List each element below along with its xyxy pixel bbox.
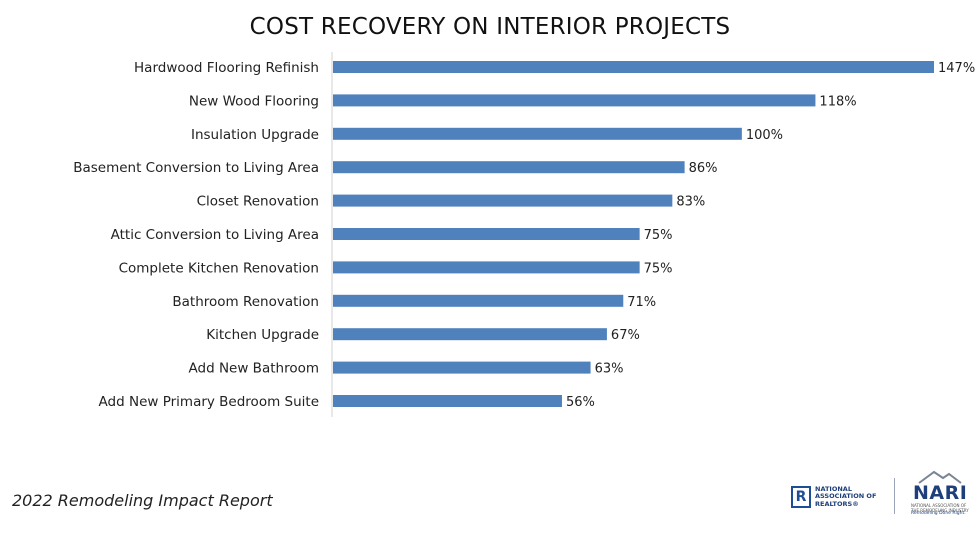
- category-label: Add New Primary Bedroom Suite: [99, 394, 319, 410]
- report-name: 2022 Remodeling Impact Report: [12, 491, 273, 510]
- value-label: 147%: [938, 61, 975, 76]
- category-label: Basement Conversion to Living Area: [73, 160, 319, 176]
- value-label: 63%: [595, 362, 624, 377]
- bars: Hardwood Flooring Refinish 147% New Wood F…: [73, 60, 975, 410]
- nari-logo-subtext: NATIONAL ASSOCIATION OF THE REMODELING I…: [911, 503, 969, 513]
- nar-logo-text: NATIONAL ASSOCIATION OF REALTORS®: [815, 484, 877, 508]
- bar: [333, 261, 640, 274]
- category-label: Add New Bathroom: [189, 361, 319, 377]
- nar-logo: R NATIONAL ASSOCIATION OF REALTORS®: [791, 484, 889, 510]
- bar: [333, 127, 742, 140]
- value-label: 75%: [644, 228, 673, 243]
- value-label: 67%: [611, 328, 640, 343]
- bar: [333, 294, 624, 307]
- value-label: 86%: [689, 161, 718, 176]
- bar: [333, 161, 685, 174]
- bar: [333, 328, 607, 341]
- nari-logo: NARI NATIONAL ASSOCIATION OF THE REMODEL…: [905, 470, 975, 516]
- category-label: New Wood Flooring: [189, 93, 319, 109]
- value-label: 75%: [644, 261, 673, 276]
- bar: [333, 361, 591, 374]
- nari-logo-wordmark: NARI: [913, 482, 968, 504]
- value-label: 56%: [566, 395, 595, 410]
- nar-logo-mark: R: [791, 486, 811, 508]
- category-label: Complete Kitchen Renovation: [119, 260, 319, 276]
- chart-title: COST RECOVERY ON INTERIOR PROJECTS: [249, 14, 731, 40]
- category-label: Insulation Upgrade: [191, 127, 319, 143]
- bar: [333, 94, 816, 107]
- value-label: 100%: [746, 128, 783, 143]
- logo-divider: [894, 478, 895, 514]
- bar: [333, 194, 673, 207]
- bar: [333, 61, 934, 73]
- house-roof-icon: [918, 470, 962, 484]
- bar: [333, 228, 640, 240]
- category-label: Closet Renovation: [197, 194, 319, 210]
- value-label: 71%: [627, 295, 656, 310]
- value-label: 83%: [676, 195, 705, 210]
- category-label: Kitchen Upgrade: [206, 327, 319, 343]
- category-label: Attic Conversion to Living Area: [111, 227, 319, 243]
- value-label: 118%: [819, 94, 856, 109]
- category-label: Hardwood Flooring Refinish: [134, 60, 319, 76]
- nari-logo-tagline: Remodeling Done Right.: [911, 511, 966, 516]
- category-label: Bathroom Renovation: [172, 294, 319, 310]
- bar: [333, 395, 562, 407]
